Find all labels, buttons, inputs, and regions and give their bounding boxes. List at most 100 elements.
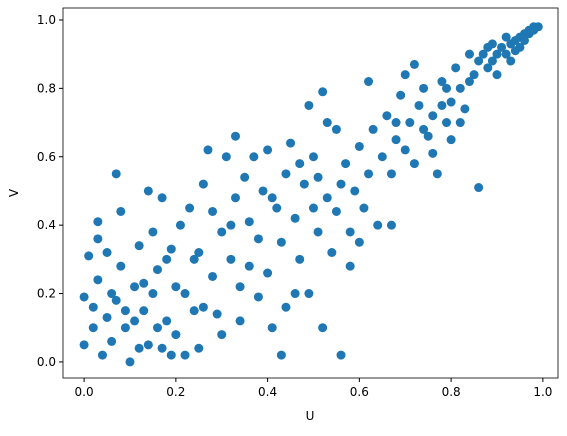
- point: [120, 323, 130, 333]
- point: [423, 131, 433, 141]
- point: [442, 83, 452, 93]
- point: [281, 169, 291, 179]
- point: [341, 159, 351, 169]
- point: [400, 145, 410, 155]
- point: [331, 124, 341, 134]
- plot-frame: [62, 7, 559, 379]
- point: [267, 323, 277, 333]
- y-tick-label: 0.2: [37, 287, 56, 301]
- point: [345, 227, 355, 237]
- point: [198, 179, 208, 189]
- point: [194, 248, 204, 258]
- point: [276, 350, 286, 360]
- point: [510, 46, 520, 56]
- point: [281, 302, 291, 312]
- point: [88, 323, 98, 333]
- x-tick-label: 0.4: [258, 385, 277, 399]
- point: [331, 206, 341, 216]
- point: [414, 100, 424, 110]
- point: [419, 124, 429, 134]
- point: [111, 295, 121, 305]
- point: [437, 77, 447, 87]
- point: [263, 145, 273, 155]
- point: [134, 241, 144, 251]
- point: [166, 244, 176, 254]
- point: [272, 203, 282, 213]
- x-tick-label: 0.8: [442, 385, 461, 399]
- point: [148, 289, 158, 299]
- point: [446, 97, 456, 107]
- point: [84, 251, 94, 261]
- point: [308, 152, 318, 162]
- point: [405, 118, 415, 128]
- point: [230, 193, 240, 203]
- point: [171, 330, 181, 340]
- point: [345, 261, 355, 271]
- x-tick-label: 0.0: [75, 385, 94, 399]
- point: [533, 22, 543, 32]
- point: [350, 186, 360, 196]
- point: [354, 141, 364, 151]
- point: [428, 111, 438, 121]
- point: [391, 118, 401, 128]
- point: [93, 275, 103, 285]
- point: [111, 169, 121, 179]
- point: [175, 220, 185, 230]
- point: [464, 49, 474, 59]
- point: [497, 42, 507, 52]
- point: [455, 83, 465, 93]
- point: [148, 227, 158, 237]
- point: [189, 306, 199, 316]
- point: [93, 217, 103, 227]
- point: [409, 59, 419, 69]
- x-tick-label: 1.0: [533, 385, 552, 399]
- point: [79, 340, 89, 350]
- x-tick-label: 0.6: [350, 385, 369, 399]
- point: [143, 340, 153, 350]
- point: [322, 118, 332, 128]
- point: [290, 213, 300, 223]
- point: [226, 254, 236, 264]
- point: [442, 118, 452, 128]
- point: [208, 271, 218, 281]
- point: [79, 292, 89, 302]
- y-tick-label: 0.6: [37, 150, 56, 164]
- point: [217, 227, 227, 237]
- point: [400, 70, 410, 80]
- point: [244, 261, 254, 271]
- point: [364, 77, 374, 87]
- point: [483, 63, 493, 73]
- point: [203, 145, 213, 155]
- point: [93, 234, 103, 244]
- point: [354, 237, 364, 247]
- point: [391, 135, 401, 145]
- point: [221, 152, 231, 162]
- point: [139, 278, 149, 288]
- point: [304, 289, 314, 299]
- point: [240, 172, 250, 182]
- point: [157, 193, 167, 203]
- point: [230, 131, 240, 141]
- point: [437, 100, 447, 110]
- point: [492, 49, 502, 59]
- point: [382, 111, 392, 121]
- point: [88, 302, 98, 312]
- point: [474, 183, 484, 193]
- point: [487, 56, 497, 66]
- point: [208, 206, 218, 216]
- y-axis-label: V: [7, 188, 21, 197]
- point: [185, 203, 195, 213]
- point: [386, 169, 396, 179]
- point: [428, 148, 438, 158]
- point: [318, 87, 328, 97]
- point: [139, 306, 149, 316]
- point: [492, 70, 502, 80]
- point: [102, 312, 112, 322]
- point: [313, 172, 323, 182]
- point: [107, 289, 117, 299]
- point: [263, 268, 273, 278]
- y-tick-label: 0.0: [37, 355, 56, 369]
- point: [359, 203, 369, 213]
- point: [198, 302, 208, 312]
- point: [318, 323, 328, 333]
